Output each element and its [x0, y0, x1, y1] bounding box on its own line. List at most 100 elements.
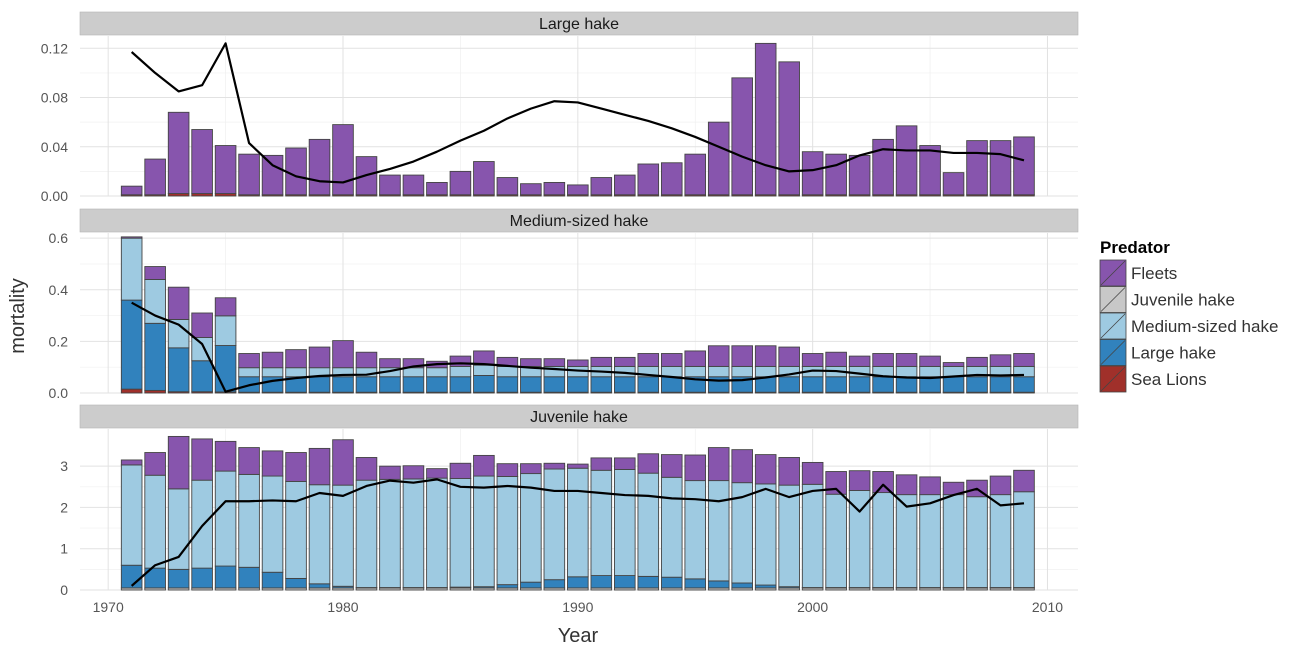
bar-segment — [660, 162, 683, 196]
bar-segment — [707, 376, 730, 393]
bar-segment — [238, 566, 260, 589]
bar-segment — [567, 467, 589, 578]
bar-segment — [989, 354, 1012, 367]
bar-segment — [285, 480, 307, 579]
bar-segment — [778, 484, 800, 588]
bar-segment — [473, 454, 495, 477]
bar-segment — [520, 183, 542, 196]
x-tick-label: 1980 — [327, 599, 358, 615]
bar-segment — [660, 454, 683, 478]
bar-segment — [567, 184, 589, 196]
bar-segment — [238, 447, 260, 475]
bar-segment — [120, 388, 143, 394]
bar-segment — [191, 438, 213, 481]
bar-segment — [567, 376, 589, 393]
bar-segment — [707, 447, 730, 482]
bar-segment — [167, 435, 190, 490]
bar-segment — [426, 367, 448, 378]
bar-segment — [872, 376, 894, 393]
bar-segment — [473, 375, 495, 393]
y-tick-label: 1 — [60, 541, 68, 557]
bar-segment — [966, 356, 988, 367]
bar-segment — [308, 138, 331, 196]
bar-segment — [637, 453, 660, 474]
bar-segment — [707, 480, 730, 582]
bar-segment — [214, 470, 237, 567]
bar-segment — [238, 353, 260, 369]
facet-panel-0: Large hake 0.00 0.04 0.08 0.12 — [41, 11, 1079, 204]
bar-segment — [825, 493, 847, 588]
bar-segment — [919, 355, 941, 367]
bar-segment — [848, 376, 871, 393]
bar-segment — [402, 358, 425, 369]
facet-strip-label: Large hake — [539, 16, 619, 33]
bar-segment — [895, 376, 918, 393]
bar-segment — [308, 447, 331, 486]
y-tick-label: 0.2 — [49, 333, 69, 349]
bar-segment — [402, 174, 425, 196]
bar-segment — [731, 582, 753, 589]
mortality-line — [130, 42, 1025, 184]
bar-segment — [707, 345, 730, 367]
bar-segment — [825, 351, 847, 367]
bar-segment — [872, 138, 894, 196]
bar-segment — [754, 345, 777, 367]
bar-segment — [332, 124, 354, 196]
bar-segment — [543, 358, 566, 367]
bar-segment — [238, 153, 260, 196]
y-tick-label: 0 — [60, 582, 68, 598]
bar-segment — [567, 576, 589, 589]
bar-segment — [778, 61, 800, 196]
bar-segment — [426, 376, 448, 393]
bar-segment — [684, 365, 707, 378]
bar-segment — [895, 474, 918, 496]
y-tick-label: 2 — [60, 499, 68, 515]
bar-segment — [191, 360, 213, 393]
bar-segment — [496, 476, 519, 586]
bar-segment — [731, 345, 753, 367]
bar-segment — [567, 463, 589, 469]
legend-title: Predator — [1100, 238, 1170, 257]
bar-segment — [684, 578, 707, 589]
bar-segment — [590, 356, 613, 367]
bar-segment — [520, 581, 542, 589]
bar-segment — [285, 349, 307, 369]
legend-label: Medium-sized hake — [1131, 317, 1278, 336]
bar-segment — [801, 353, 824, 367]
bar-segment — [1013, 491, 1035, 588]
bar-segment — [966, 376, 988, 393]
x-tick-label: 2010 — [1032, 599, 1063, 615]
bar-segment — [473, 161, 495, 196]
bar-segment — [825, 471, 847, 495]
bar-segment — [801, 151, 824, 196]
legend-label: Fleets — [1131, 264, 1177, 283]
bar-segment — [754, 454, 777, 485]
bar-segment — [120, 459, 143, 466]
bar-segment — [590, 469, 613, 577]
bar-segment — [214, 440, 237, 472]
bar-segment — [989, 140, 1012, 196]
bar-segment — [332, 484, 354, 587]
bar-segment — [520, 358, 542, 367]
y-tick-label: 0.4 — [49, 282, 69, 298]
bar-segment — [942, 376, 965, 393]
bar-segment — [167, 286, 190, 320]
y-tick-label: 3 — [60, 458, 68, 474]
bar-segment — [801, 376, 824, 393]
bar-segment — [308, 346, 331, 369]
bar-segment — [660, 353, 683, 367]
bar-segment — [520, 463, 542, 475]
bar-segment — [120, 185, 143, 196]
bar-segment — [707, 580, 730, 589]
bar-segment — [285, 452, 307, 482]
bar-segment — [825, 376, 847, 393]
bar-segment — [660, 476, 683, 578]
bar-segment — [872, 471, 894, 494]
bar-segment — [261, 367, 284, 378]
bar-segment — [848, 470, 871, 491]
legend-swatch-slash — [1100, 340, 1126, 365]
bar-segment — [214, 145, 237, 194]
bar-segment — [637, 353, 660, 367]
bar-segment — [1013, 469, 1035, 493]
